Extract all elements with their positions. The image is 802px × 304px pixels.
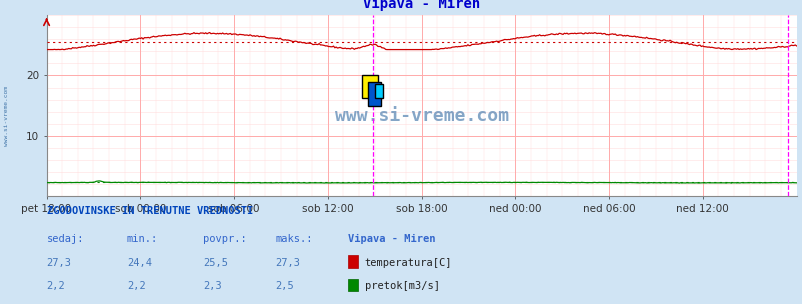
Text: 24,4: 24,4 (127, 258, 152, 268)
Text: temperatura[C]: temperatura[C] (364, 258, 452, 268)
Text: Vipava - Miren: Vipava - Miren (347, 234, 435, 244)
Text: 25,5: 25,5 (203, 258, 228, 268)
Title: Vipava - Miren: Vipava - Miren (363, 0, 480, 11)
Text: maks.:: maks.: (275, 234, 313, 244)
Text: 2,2: 2,2 (47, 282, 65, 292)
Text: min.:: min.: (127, 234, 158, 244)
Text: pretok[m3/s]: pretok[m3/s] (364, 282, 439, 292)
Text: www.si-vreme.com: www.si-vreme.com (334, 108, 508, 126)
Text: ZGODOVINSKE IN TRENUTNE VREDNOSTI: ZGODOVINSKE IN TRENUTNE VREDNOSTI (47, 206, 253, 216)
Text: sedaj:: sedaj: (47, 234, 84, 244)
Text: 27,3: 27,3 (47, 258, 71, 268)
Text: 27,3: 27,3 (275, 258, 300, 268)
Text: 2,3: 2,3 (203, 282, 221, 292)
Text: povpr.:: povpr.: (203, 234, 246, 244)
FancyBboxPatch shape (367, 82, 381, 106)
Text: 2,2: 2,2 (127, 282, 145, 292)
Text: 2,5: 2,5 (275, 282, 294, 292)
FancyBboxPatch shape (375, 84, 382, 98)
FancyBboxPatch shape (361, 75, 378, 98)
Text: www.si-vreme.com: www.si-vreme.com (4, 85, 9, 146)
